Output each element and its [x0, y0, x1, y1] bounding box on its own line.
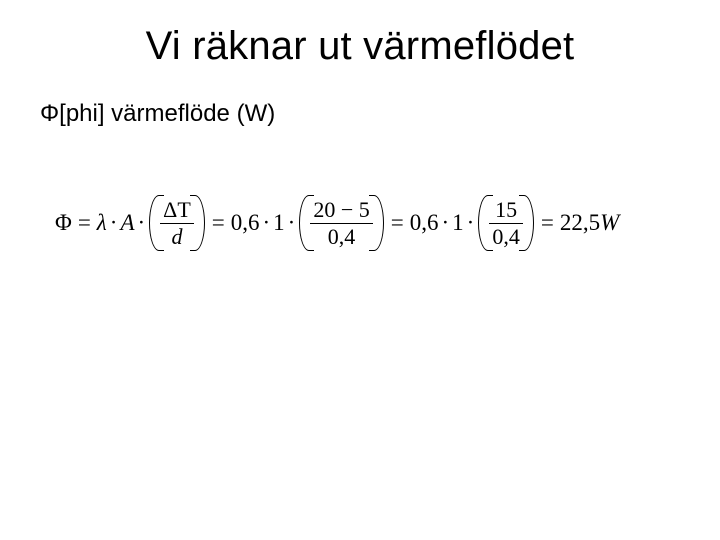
- paren-group-1: ΔT d: [149, 195, 205, 251]
- subtitle-text: Φ[phi] värmeflöde (W): [40, 100, 275, 128]
- dot-6: ·: [464, 210, 478, 236]
- fraction-numeric-2: 15 0,4: [489, 198, 523, 247]
- phi-symbol: Φ: [55, 210, 72, 236]
- dot-3: ·: [260, 210, 274, 236]
- delta-t: ΔT: [163, 197, 191, 222]
- slide: Vi räknar ut värmeflödet Φ[phi] värmeflö…: [0, 0, 720, 540]
- frac2-den: 0,4: [489, 225, 523, 248]
- paren-group-3: 15 0,4: [478, 195, 534, 251]
- dot-4: ·: [285, 210, 299, 236]
- equation: Φ = λ · A · ΔT d = 0,6 · 1 ·: [55, 195, 619, 251]
- paren-left-3: [478, 195, 487, 251]
- fraction-numeric-1: 20 − 5 0,4: [310, 198, 372, 247]
- lambda-value-2: 0,6: [410, 210, 439, 236]
- paren-right-1: [196, 195, 205, 251]
- paren-group-2: 20 − 5 0,4: [299, 195, 383, 251]
- dt-minus: −: [341, 197, 353, 222]
- lambda-value: 0,6: [231, 210, 260, 236]
- paren-right-2: [375, 195, 384, 251]
- paren-left-1: [149, 195, 158, 251]
- fraction-symbolic: ΔT d: [160, 198, 194, 247]
- dot-2: ·: [135, 210, 149, 236]
- dot-1: ·: [107, 210, 121, 236]
- d-value-1: 0,4: [325, 225, 359, 248]
- equals-3: =: [385, 210, 410, 236]
- equals-4: =: [535, 210, 560, 236]
- d-symbol: d: [171, 224, 182, 249]
- area-value-2: 1: [452, 210, 464, 236]
- result-value: 22,5: [560, 210, 600, 236]
- paren-left-2: [299, 195, 308, 251]
- equals-2: =: [206, 210, 231, 236]
- equals-1: =: [72, 210, 97, 236]
- result-unit: W: [600, 210, 619, 236]
- area-value: 1: [273, 210, 285, 236]
- dt-num-20: 20: [313, 197, 335, 222]
- frac2-num: 15: [492, 198, 520, 221]
- lambda-symbol: λ: [97, 210, 107, 236]
- area-symbol: A: [120, 210, 134, 236]
- page-title: Vi räknar ut värmeflödet: [0, 24, 720, 69]
- paren-right-3: [525, 195, 534, 251]
- dot-5: ·: [439, 210, 453, 236]
